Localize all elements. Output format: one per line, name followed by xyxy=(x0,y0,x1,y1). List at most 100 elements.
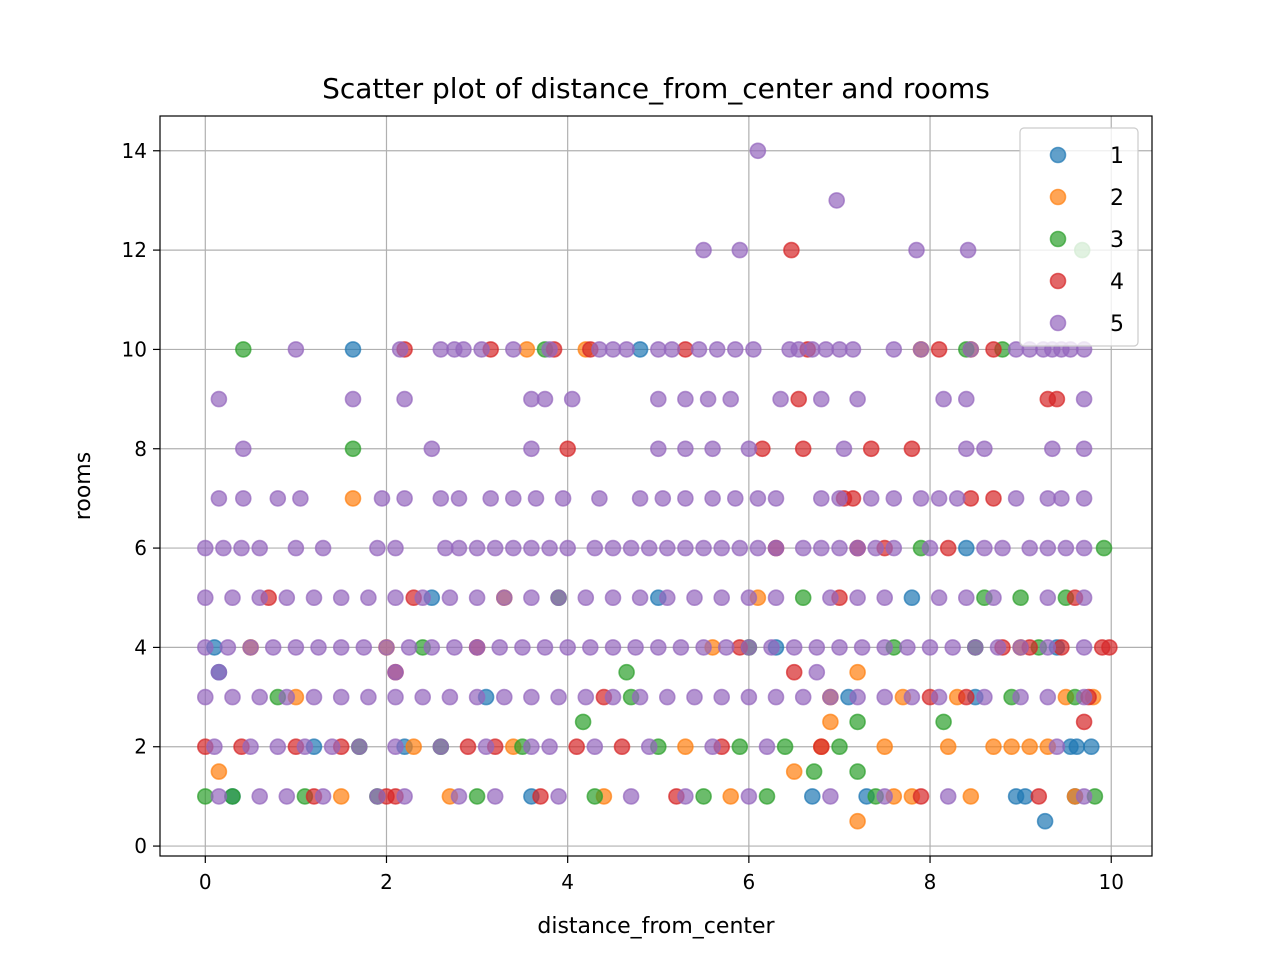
data-point xyxy=(1012,688,1029,706)
data-point xyxy=(767,688,785,706)
data-point xyxy=(812,490,830,507)
data-point xyxy=(586,539,604,557)
data-point xyxy=(640,539,658,557)
data-point xyxy=(518,341,536,358)
data-point xyxy=(885,539,903,557)
data-point xyxy=(287,539,305,557)
data-point xyxy=(344,440,362,458)
data-point xyxy=(686,688,703,706)
data-point xyxy=(831,490,848,507)
data-point xyxy=(794,589,812,607)
legend-entry-1: 1 xyxy=(1049,144,1124,169)
data-point xyxy=(482,490,500,507)
data-point xyxy=(794,440,812,458)
data-point xyxy=(618,663,635,681)
data-point xyxy=(251,589,269,607)
data-point xyxy=(210,763,228,780)
data-point xyxy=(912,341,930,358)
data-point xyxy=(1075,639,1093,656)
data-point xyxy=(849,539,866,557)
data-point xyxy=(903,688,921,706)
data-point xyxy=(314,539,332,557)
data-point xyxy=(957,539,975,557)
data-point xyxy=(959,241,977,259)
data-point xyxy=(808,639,826,656)
data-point xyxy=(876,639,894,656)
series-3 xyxy=(197,241,1113,805)
data-point xyxy=(574,713,592,731)
data-point xyxy=(405,738,423,756)
data-point xyxy=(387,688,404,706)
data-point xyxy=(876,738,894,756)
legend-label: 2 xyxy=(1110,186,1124,211)
legend-entry-4: 4 xyxy=(1049,270,1124,295)
data-point xyxy=(649,390,667,408)
data-point xyxy=(468,639,486,656)
data-point xyxy=(586,788,604,805)
data-point xyxy=(1007,490,1025,507)
data-point xyxy=(369,788,386,805)
data-point xyxy=(391,341,409,358)
data-point xyxy=(532,788,549,805)
data-point xyxy=(242,639,259,656)
data-point xyxy=(1021,539,1038,557)
data-point xyxy=(1012,639,1029,656)
legend-box xyxy=(1019,127,1139,347)
data-point xyxy=(1068,738,1086,756)
data-point xyxy=(731,241,749,259)
data-point xyxy=(1053,639,1070,656)
x-tick-label: 10 xyxy=(1099,870,1124,894)
data-point xyxy=(849,589,866,607)
data-point xyxy=(976,440,993,458)
data-point xyxy=(1048,390,1066,408)
data-point xyxy=(758,738,776,756)
data-point xyxy=(224,688,241,706)
data-point xyxy=(287,341,305,358)
data-point xyxy=(441,589,459,607)
data-point xyxy=(622,539,640,557)
data-point xyxy=(206,738,223,756)
y-tick-label: 6 xyxy=(134,536,147,560)
data-point xyxy=(504,490,522,507)
data-point xyxy=(921,639,939,656)
data-point xyxy=(210,788,228,805)
data-point xyxy=(527,490,545,507)
data-point xyxy=(1053,490,1070,507)
data-point xyxy=(210,663,228,681)
data-point xyxy=(717,639,735,656)
data-point xyxy=(1036,812,1054,830)
data-point xyxy=(1075,688,1093,706)
series-2 xyxy=(210,341,1102,830)
data-point xyxy=(604,639,622,656)
data-point xyxy=(749,142,767,160)
data-point xyxy=(523,440,540,458)
data-point xyxy=(822,788,839,805)
data-point xyxy=(776,738,794,756)
data-point xyxy=(233,539,250,557)
data-point xyxy=(649,440,667,458)
data-point xyxy=(708,341,726,358)
data-point xyxy=(957,390,975,408)
data-point xyxy=(677,788,694,805)
data-point xyxy=(885,341,903,358)
data-point xyxy=(785,663,803,681)
data-point xyxy=(1093,639,1111,656)
data-point xyxy=(745,341,762,358)
data-point xyxy=(831,539,848,557)
data-point xyxy=(695,241,712,259)
data-point xyxy=(740,688,758,706)
data-point xyxy=(962,490,980,507)
data-point xyxy=(1057,539,1075,557)
data-point xyxy=(369,539,386,557)
data-point xyxy=(749,490,767,507)
data-point xyxy=(1039,539,1057,557)
data-point xyxy=(726,341,744,358)
data-point xyxy=(794,539,812,557)
data-point xyxy=(523,539,540,557)
data-point xyxy=(224,788,241,805)
data-point xyxy=(387,663,404,681)
data-point xyxy=(713,539,731,557)
data-point xyxy=(305,688,323,706)
data-point xyxy=(604,539,622,557)
data-point xyxy=(541,738,558,756)
